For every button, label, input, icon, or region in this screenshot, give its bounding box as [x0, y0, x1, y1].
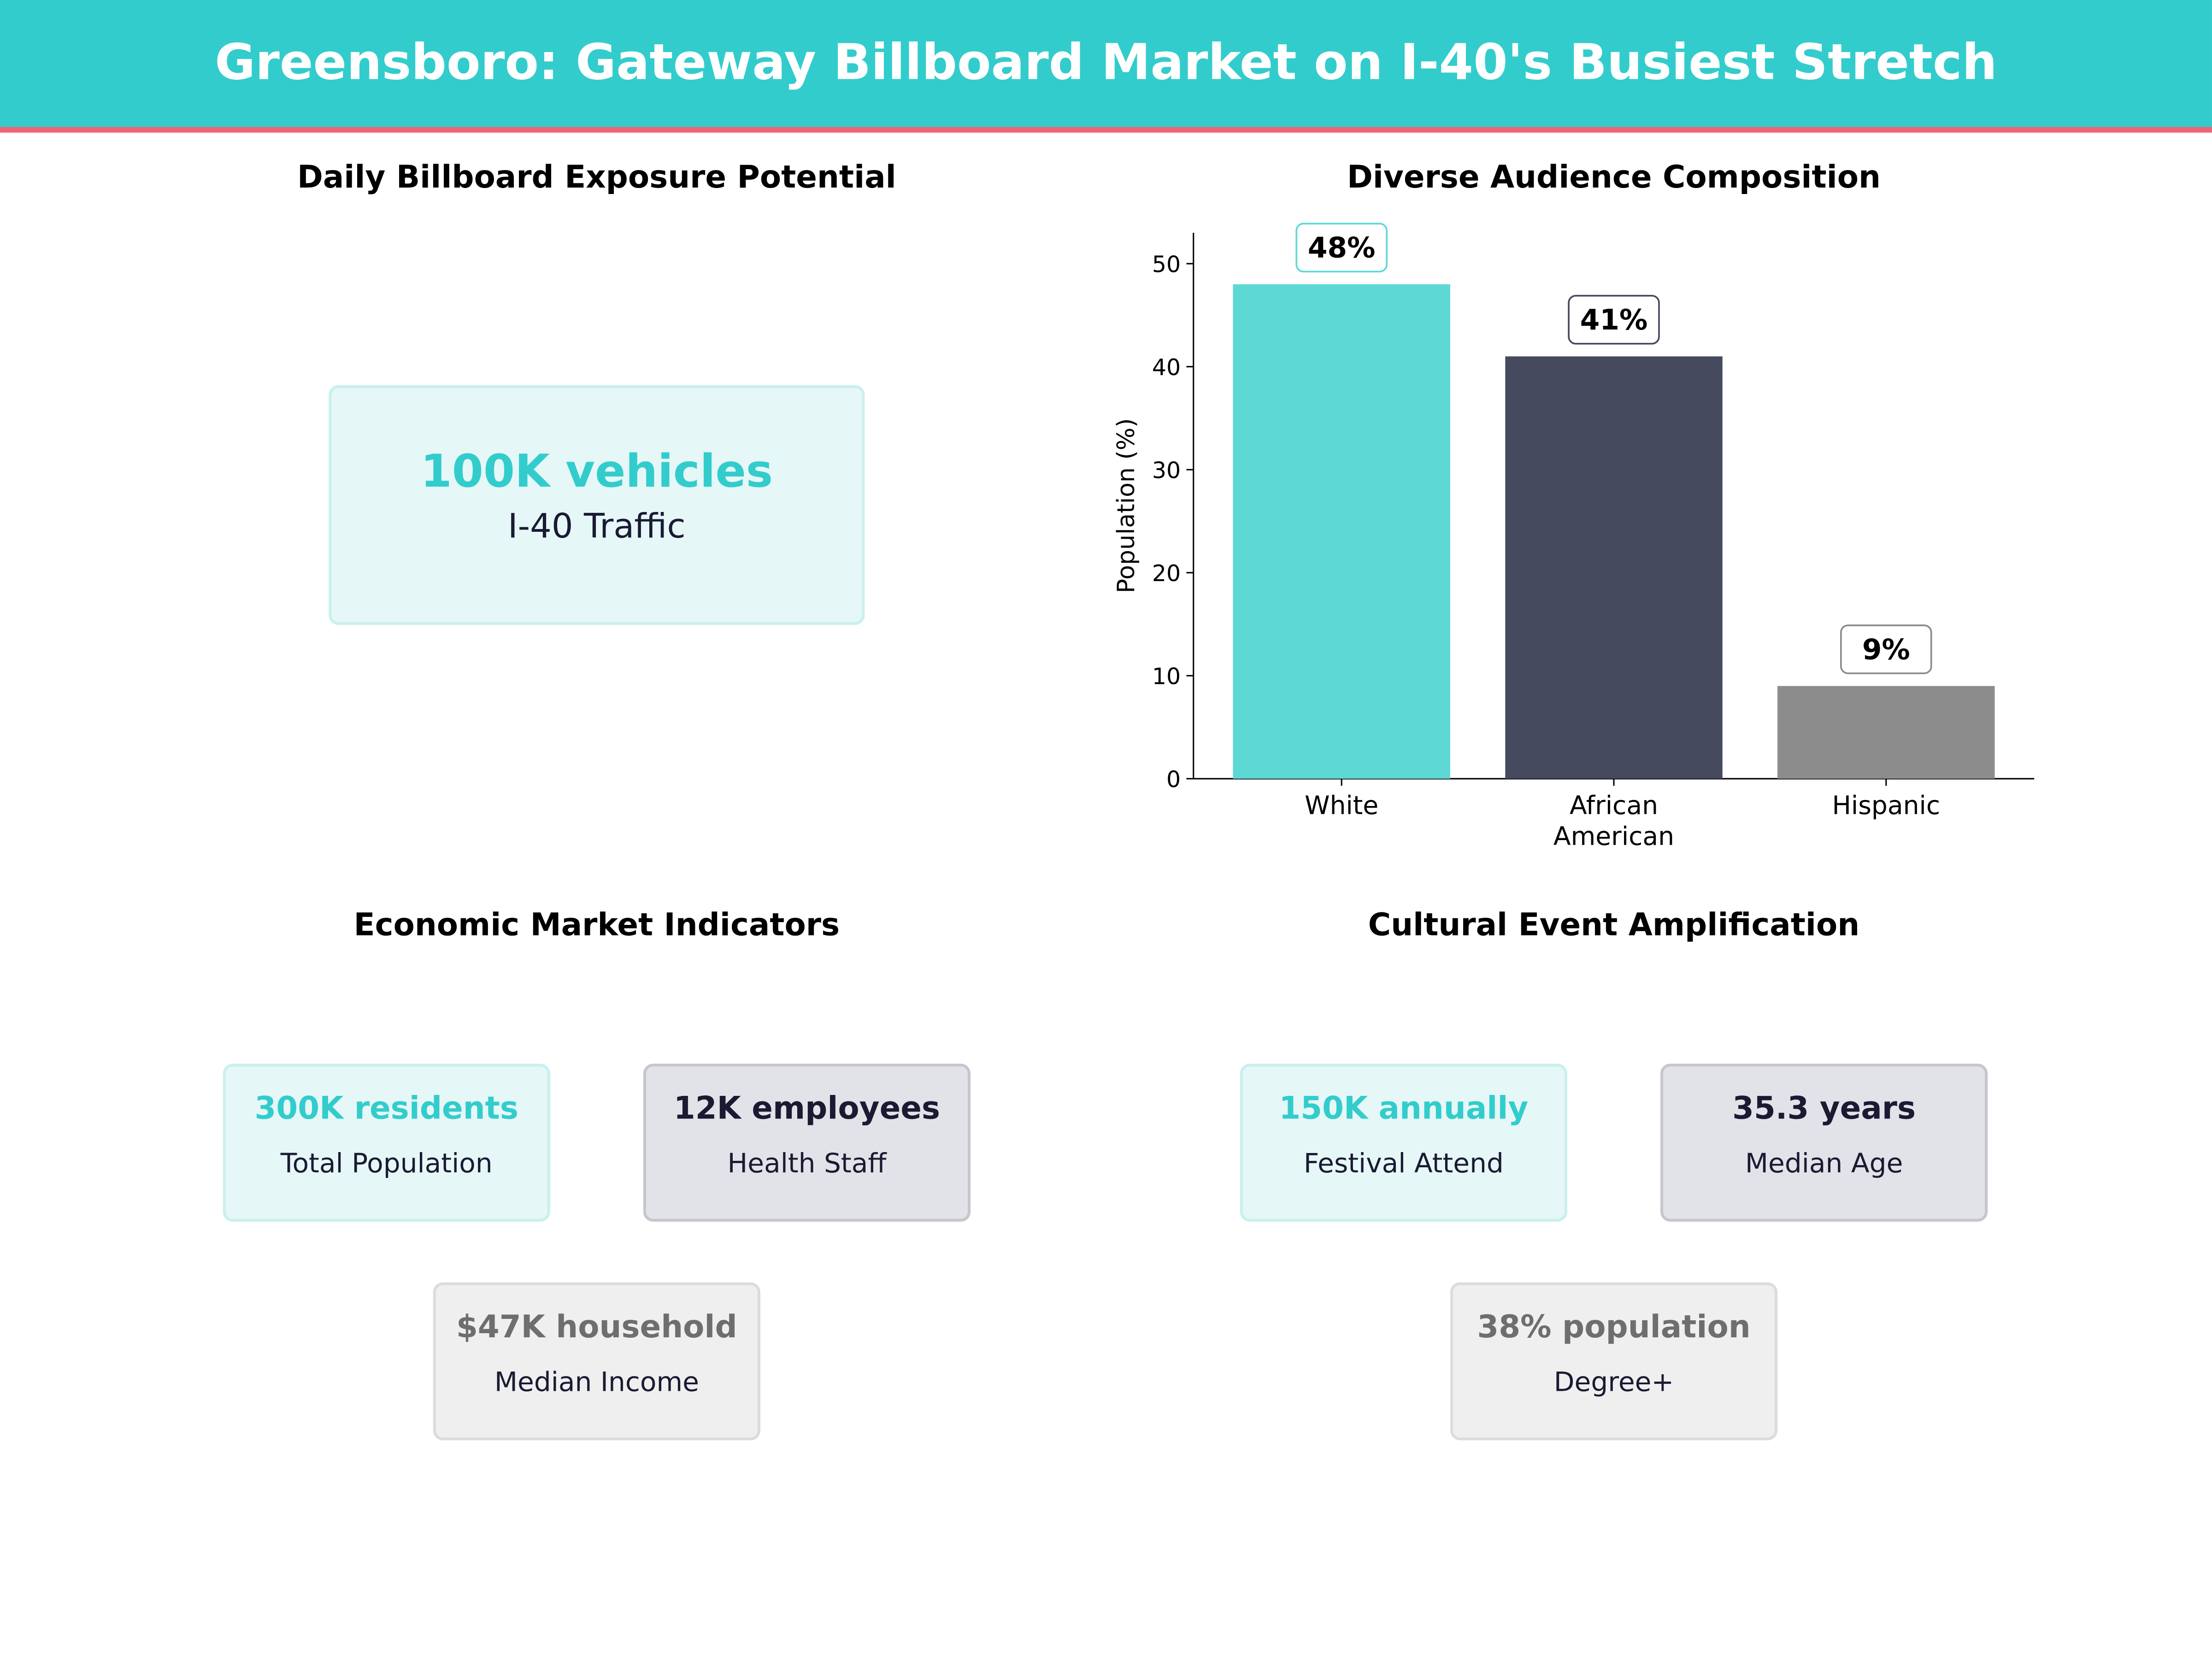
chart-title: Diverse Audience Composition: [1347, 160, 1881, 196]
bar-white: [1233, 284, 1450, 779]
exposure-card: 100K vehicles I-40 Traffic: [329, 385, 865, 625]
header-accent-line: [0, 127, 2212, 133]
y-tick-label: 50: [1152, 252, 1181, 278]
exposure-label: I-40 Traffic: [507, 506, 686, 546]
card-value: $47K household: [456, 1310, 737, 1346]
data-label: 41%: [1580, 304, 1648, 336]
y-tick-label: 0: [1166, 766, 1181, 793]
card-label: Total Population: [280, 1148, 493, 1180]
bar-african-american: [1505, 356, 1723, 779]
header-bar: [0, 0, 2212, 127]
card-value: 300K residents: [254, 1092, 518, 1127]
card-label: Health Staff: [727, 1148, 887, 1180]
y-tick-label: 10: [1152, 664, 1181, 690]
page-title: Greensboro: Gateway Billboard Market on …: [215, 35, 1997, 92]
card-value: 35.3 years: [1732, 1092, 1916, 1127]
y-tick-label: 20: [1152, 560, 1181, 587]
cultural-card-degree: 38% population Degree+: [1450, 1282, 1778, 1441]
y-axis-label: Population (%): [1112, 418, 1140, 593]
card-value: 38% population: [1477, 1310, 1751, 1346]
data-label-box: [1840, 624, 1932, 674]
economic-title: Economic Market Indicators: [353, 908, 840, 944]
card-value: 12K employees: [673, 1092, 941, 1127]
card-value: 150K annually: [1279, 1092, 1529, 1127]
card-label: Median Age: [1745, 1148, 1903, 1180]
cultural-card-age: 35.3 years Median Age: [1660, 1064, 1988, 1222]
y-tick-label: 30: [1152, 458, 1181, 484]
cultural-title: Cultural Event Amplification: [1368, 908, 1860, 944]
bar-hispanic: [1777, 686, 1995, 779]
exposure-value: 100K vehicles: [420, 444, 773, 498]
audience-bar-chart: 0 10 20 30 40 50 Population (%) White 48% African…: [1112, 223, 2035, 851]
y-tick-label: 40: [1152, 354, 1181, 381]
exposure-title: Daily Billboard Exposure Potential: [297, 160, 896, 196]
card-label: Degree+: [1553, 1367, 1674, 1398]
x-tick-label: White: [1305, 790, 1378, 820]
data-label-box: [1295, 223, 1388, 273]
economic-card-income: $47K household Median Income: [433, 1282, 760, 1441]
economic-card-population: 300K residents Total Population: [223, 1064, 550, 1222]
card-label: Festival Attend: [1303, 1148, 1504, 1180]
cultural-card-festival: 150K annually Festival Attend: [1240, 1064, 1567, 1222]
data-label: 48%: [1308, 232, 1376, 265]
data-label-box: [1568, 294, 1660, 345]
data-label: 9%: [1862, 633, 1910, 666]
x-tick-label: Hispanic: [1832, 790, 1940, 820]
x-tick-label: African American: [1553, 790, 1674, 851]
card-label: Median Income: [494, 1367, 699, 1398]
economic-card-health: 12K employees Health Staff: [643, 1064, 971, 1222]
